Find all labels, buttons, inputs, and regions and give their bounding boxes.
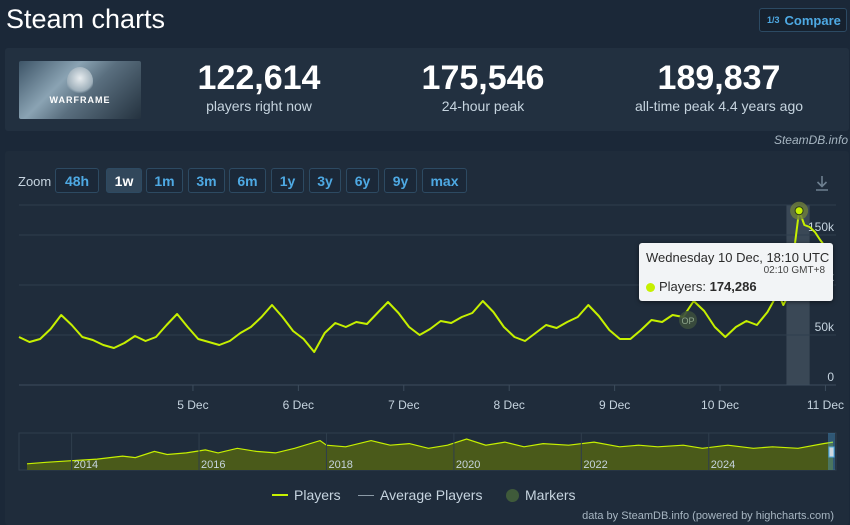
y-tick-label: 0 [827, 370, 834, 384]
hover-point [794, 206, 804, 216]
stat-now: 122,614 players right now [179, 58, 339, 114]
navigator-year-label: 2018 [328, 459, 352, 471]
tooltip-dot-icon [646, 283, 655, 292]
zoom-button-max[interactable]: max [422, 168, 467, 193]
navigator-year-label: 2020 [456, 459, 480, 471]
stat-peak24-value: 175,546 [421, 59, 545, 97]
x-tick-label: 11 Dec [807, 398, 844, 412]
navigator-line [26, 438, 834, 465]
banner-logo: WARFRAME [49, 95, 111, 105]
stat-alltime-label: all-time peak 4.4 years ago [634, 98, 804, 114]
tooltip-value: 174,286 [709, 279, 757, 294]
page-title: Steam charts [6, 4, 166, 34]
zoom-button-6m[interactable]: 6m [229, 168, 266, 193]
compare-button[interactable]: 1/3 Compare [759, 8, 847, 32]
legend-players-line-icon [272, 494, 288, 496]
tooltip-date: Wednesday 10 Dec, 18:10 UTC [646, 250, 830, 265]
tooltip-series: Players: [659, 279, 706, 294]
game-banner[interactable]: WARFRAME [19, 61, 141, 119]
legend-markers-label: Markers [525, 487, 576, 503]
zoom-label: Zoom [18, 174, 52, 189]
tooltip-local-time: 02:10 GMT+8 [763, 265, 825, 276]
players-line [18, 209, 832, 353]
op-marker-label: OP [681, 316, 694, 326]
zoom-button-3y[interactable]: 3y [309, 168, 341, 193]
legend-players-label: Players [294, 487, 341, 503]
navigator-year-label: 2022 [583, 459, 607, 471]
navigator-year-label: 2016 [201, 459, 225, 471]
chart-legend: Players Average Players Markers [0, 487, 850, 505]
legend-players[interactable]: Players [272, 487, 341, 503]
legend-average[interactable]: Average Players [358, 487, 482, 503]
y-tick-label: 50k [815, 320, 835, 334]
op-marker [679, 311, 697, 329]
banner-figure [67, 67, 93, 95]
x-tick-label: 8 Dec [494, 398, 525, 412]
y-tick-label: 150k [808, 220, 835, 234]
stat-alltime-value: 189,837 [657, 59, 781, 97]
stat-now-label: players right now [206, 98, 312, 114]
stat-peak24: 175,546 24-hour peak [403, 58, 563, 114]
stat-now-value: 122,614 [197, 59, 321, 97]
zoom-button-3m[interactable]: 3m [188, 168, 225, 193]
stat-peak24-label: 24-hour peak [441, 98, 525, 114]
zoom-button-1m[interactable]: 1m [146, 168, 183, 193]
zoom-button-48h[interactable]: 48h [55, 168, 99, 193]
tooltip-players: Players: 174,286 [646, 279, 757, 294]
steamdb-watermark[interactable]: SteamDB.info [773, 133, 848, 147]
zoom-button-9y[interactable]: 9y [384, 168, 417, 193]
x-tick-label: 9 Dec [599, 398, 630, 412]
compare-icon: 1/3 [767, 15, 780, 25]
legend-average-line-icon [358, 494, 374, 496]
stat-alltime: 189,837 all-time peak 4.4 years ago [619, 58, 819, 114]
legend-average-label: Average Players [380, 487, 483, 503]
compare-label: Compare [784, 12, 841, 28]
chart-credit[interactable]: data by SteamDB.info (powered by highcha… [582, 510, 834, 522]
x-tick-label: 5 Dec [177, 398, 208, 412]
zoom-button-1w[interactable]: 1w [106, 168, 142, 193]
x-tick-label: 7 Dec [388, 398, 419, 412]
x-tick-label: 6 Dec [283, 398, 314, 412]
navigator-year-label: 2024 [711, 459, 735, 471]
navigator-handle[interactable] [828, 446, 835, 458]
navigator-area [27, 439, 833, 470]
x-tick-label: 10 Dec [701, 398, 739, 412]
legend-markers-icon [506, 488, 519, 502]
zoom-button-1y[interactable]: 1y [271, 168, 304, 193]
legend-markers[interactable]: Markers [506, 487, 576, 503]
download-icon[interactable] [813, 174, 831, 192]
stats-panel: WARFRAME 122,614 players right now 175,5… [5, 48, 849, 131]
navigator-year-label: 2014 [74, 459, 98, 471]
chart-tooltip: Wednesday 10 Dec, 18:10 UTC 02:10 GMT+8 … [639, 243, 833, 301]
zoom-button-6y[interactable]: 6y [346, 168, 379, 193]
